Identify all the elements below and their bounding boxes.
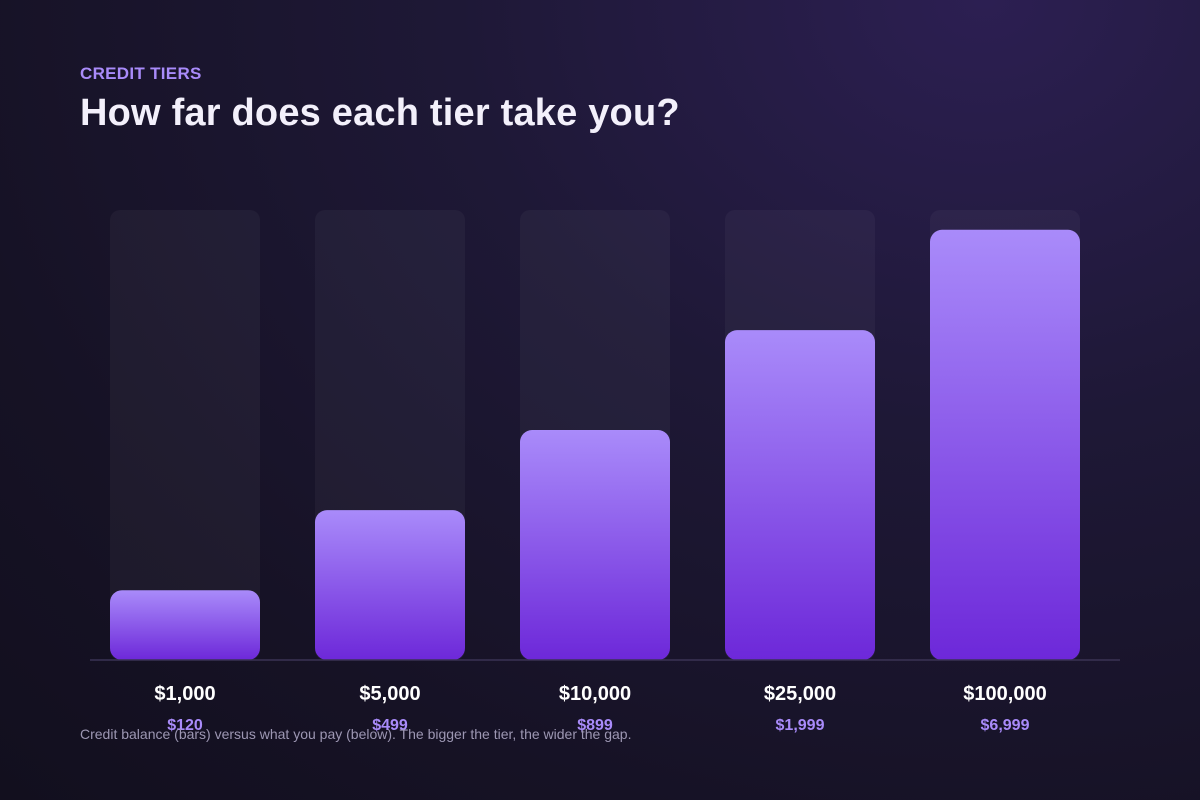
tier-label-25000: $25,000 bbox=[764, 683, 836, 705]
bar-track-1000 bbox=[110, 210, 260, 660]
price-label-5000: $499 bbox=[372, 717, 408, 734]
tier-label-100000: $100,000 bbox=[963, 683, 1046, 705]
bar-25000 bbox=[725, 330, 875, 660]
bar-100000 bbox=[930, 229, 1080, 661]
page-title: How far does each tier take you? bbox=[80, 92, 680, 134]
price-label-10000: $899 bbox=[577, 717, 613, 734]
price-label-1000: $120 bbox=[167, 717, 203, 734]
bar-10000 bbox=[520, 430, 670, 660]
eyebrow-label: CREDIT TIERS bbox=[80, 64, 202, 83]
tier-label-5000: $5,000 bbox=[359, 683, 420, 705]
bar-1000 bbox=[110, 590, 260, 660]
tier-label-1000: $1,000 bbox=[154, 683, 215, 705]
chart-footnote: Credit balance (bars) versus what you pa… bbox=[80, 726, 632, 742]
bar-5000 bbox=[315, 510, 465, 660]
price-label-100000: $6,999 bbox=[981, 717, 1030, 734]
price-label-25000: $1,999 bbox=[776, 717, 825, 734]
tier-label-10000: $10,000 bbox=[559, 683, 631, 705]
